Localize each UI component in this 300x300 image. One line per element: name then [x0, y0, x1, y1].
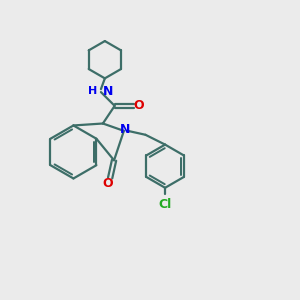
Text: O: O: [103, 177, 113, 190]
Text: H: H: [88, 86, 98, 96]
Text: N: N: [120, 123, 130, 136]
Text: O: O: [134, 99, 144, 112]
Text: Cl: Cl: [158, 198, 172, 211]
Text: N: N: [103, 85, 113, 98]
